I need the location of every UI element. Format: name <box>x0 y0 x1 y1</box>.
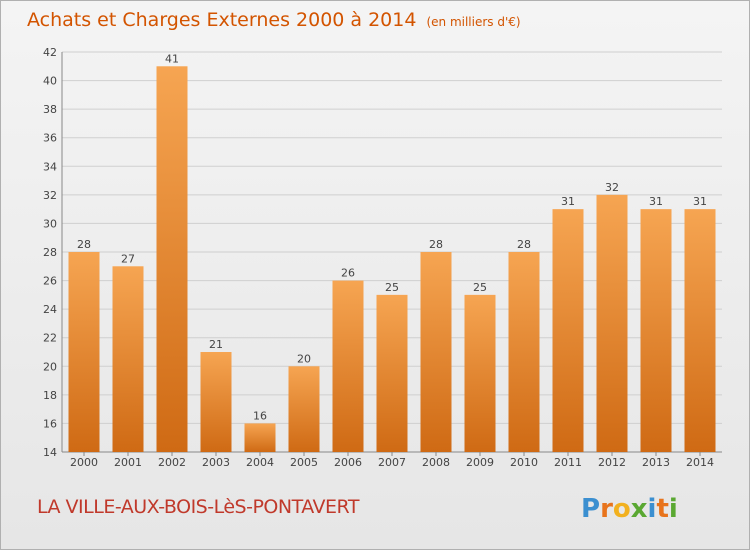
y-tick-label: 32 <box>43 189 57 202</box>
y-tick-label: 22 <box>43 332 57 345</box>
y-tick-label: 38 <box>43 103 57 116</box>
y-tick-label: 34 <box>43 160 57 173</box>
bar <box>244 423 276 452</box>
x-tick-label: 2006 <box>334 456 362 469</box>
data-label: 26 <box>341 267 355 280</box>
y-tick-label: 20 <box>43 360 57 373</box>
data-labels: 28 27 41 21 16 20 26 25 28 25 28 31 32 31 31 <box>77 52 707 422</box>
data-label: 20 <box>297 352 311 365</box>
y-tick-label: 24 <box>43 303 57 316</box>
bar <box>288 366 320 452</box>
data-label: 28 <box>517 238 531 251</box>
commune-name: LA VILLE-AUX-BOIS-LèS-PONTAVERT <box>37 496 359 518</box>
y-tick-label: 42 <box>43 46 57 59</box>
y-tick-label: 40 <box>43 75 57 88</box>
x-tick-label: 2001 <box>114 456 142 469</box>
y-tick-label: 18 <box>43 389 57 402</box>
x-tick-label: 2010 <box>510 456 538 469</box>
bar <box>640 209 672 452</box>
data-label: 31 <box>693 195 707 208</box>
x-tick-label: 2011 <box>554 456 582 469</box>
chart-title-text: Achats et Charges Externes 2000 à 2014 <box>27 9 417 31</box>
x-tick-label: 2009 <box>466 456 494 469</box>
bar <box>596 194 628 452</box>
bar <box>684 209 716 452</box>
x-tick-label: 2003 <box>202 456 230 469</box>
bar <box>156 66 188 453</box>
data-label: 21 <box>209 338 223 351</box>
data-label: 25 <box>385 281 399 294</box>
data-label: 41 <box>165 52 179 65</box>
bar <box>420 252 452 452</box>
chart-unit: (en milliers d'€) <box>426 15 521 29</box>
bar <box>200 352 232 452</box>
data-label: 27 <box>121 252 135 265</box>
y-tick-label: 14 <box>43 446 57 459</box>
y-tick-label: 28 <box>43 246 57 259</box>
x-tick-label: 2013 <box>642 456 670 469</box>
x-tick-label: 2012 <box>598 456 626 469</box>
data-label: 31 <box>649 195 663 208</box>
x-tick-label: 2005 <box>290 456 318 469</box>
y-tick-label: 36 <box>43 132 57 145</box>
x-tick-label: 2000 <box>70 456 98 469</box>
proxiti-logo: Proxiti <box>581 494 678 524</box>
y-tick-label: 26 <box>43 275 57 288</box>
bar <box>376 294 408 452</box>
x-tick-label: 2008 <box>422 456 450 469</box>
chart-title: Achats et Charges Externes 2000 à 2014 (e… <box>27 9 521 31</box>
bar <box>112 266 144 452</box>
y-tick-label: 30 <box>43 217 57 230</box>
bar <box>508 252 540 452</box>
bar <box>68 252 100 452</box>
y-tick-label: 16 <box>43 417 57 430</box>
data-label: 25 <box>473 281 487 294</box>
data-label: 31 <box>561 195 575 208</box>
data-label: 28 <box>77 238 91 251</box>
bars <box>68 66 716 453</box>
bar <box>464 294 496 452</box>
data-label: 32 <box>605 181 619 194</box>
x-tick-label: 2004 <box>246 456 274 469</box>
bar <box>332 280 364 452</box>
svg-text:Proxiti: Proxiti <box>581 494 678 524</box>
bar <box>552 209 584 452</box>
x-tick-label: 2007 <box>378 456 406 469</box>
x-tick-label: 2002 <box>158 456 186 469</box>
data-label: 16 <box>253 409 267 422</box>
data-label: 28 <box>429 238 443 251</box>
x-tick-label: 2014 <box>686 456 714 469</box>
